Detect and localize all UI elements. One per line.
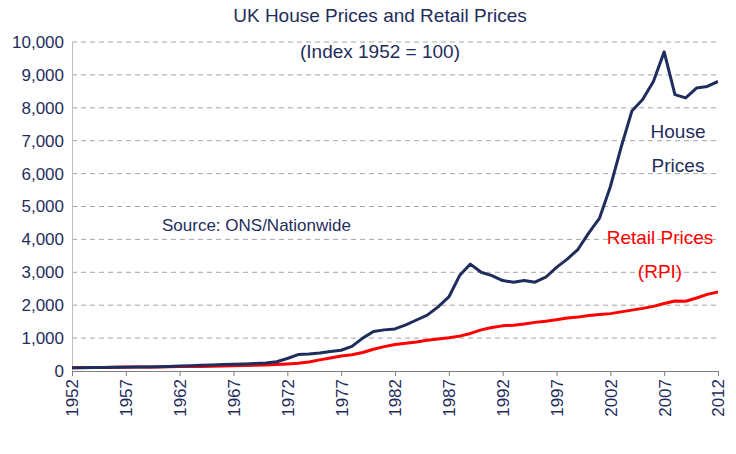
y-tick: 3,000	[21, 263, 72, 282]
texts: UK House Prices and Retail Prices (Index …	[162, 5, 713, 282]
x-tick-mark	[180, 371, 181, 376]
x-tick-label: 1957	[117, 379, 136, 417]
y-tick: 8,000	[21, 99, 72, 118]
x-tick-label: 1952	[63, 379, 82, 417]
grid-line	[72, 173, 718, 174]
x-axis: 1952 1957 1962 1967 1972 1977 1982 1987 1992 1997…	[63, 371, 728, 417]
x-tick-label: 1972	[279, 379, 298, 417]
x-tick: 1977	[333, 371, 352, 417]
series-label-line: Prices	[652, 155, 705, 176]
series-label-line: Retail Prices	[607, 227, 714, 248]
x-tick-mark	[664, 371, 665, 376]
grid-line	[72, 74, 718, 75]
y-tick: 5,000	[21, 197, 72, 216]
grid-line	[72, 338, 718, 339]
title: UK House Prices and Retail Prices	[233, 5, 527, 26]
y-tick-label: 2,000	[21, 296, 64, 315]
x-tick-label: 2012	[709, 379, 728, 417]
y-axis: 0 1,000 2,000 3,000 4,000 5,000 6,000 7,000 8,00…	[12, 33, 73, 381]
series-label: Retail Prices (RPI)	[607, 227, 714, 282]
x-tick: 1952	[63, 371, 82, 417]
x-tick-label: 1982	[386, 379, 405, 417]
y-tick: 2,000	[21, 296, 72, 315]
y-tick-label: 0	[55, 362, 64, 381]
x-tick: 1987	[440, 371, 459, 417]
y-tick: 0	[55, 362, 72, 381]
series-label: House Prices	[651, 121, 706, 176]
x-tick-label: 2007	[656, 379, 675, 417]
y-tick-label: 3,000	[21, 263, 64, 282]
y-tick: 10,000	[12, 33, 72, 52]
x-tick-mark	[610, 371, 611, 376]
y-tick: 4,000	[21, 230, 72, 249]
x-tick-mark	[126, 371, 127, 376]
x-tick: 1962	[171, 371, 190, 417]
y-tick-label: 9,000	[21, 66, 64, 85]
y-tick: 1,000	[21, 329, 72, 348]
x-tick-label: 1962	[171, 379, 190, 417]
annotation: Source: ONS/Nationwide	[162, 216, 351, 235]
y-tick-label: 10,000	[12, 33, 64, 52]
x-tick-mark	[287, 371, 288, 376]
y-tick: 9,000	[21, 66, 72, 85]
x-tick-label: 1987	[440, 379, 459, 417]
chart: 0 1,000 2,000 3,000 4,000 5,000 6,000 7,000 8,00…	[0, 0, 736, 454]
x-tick-label: 2002	[602, 379, 621, 417]
series-label-line: House	[651, 121, 706, 142]
y-tick-label: 7,000	[21, 132, 64, 151]
grid-line	[72, 272, 718, 273]
x-tick: 2012	[709, 371, 728, 417]
x-tick-mark	[72, 371, 73, 376]
y-tick-label: 5,000	[21, 197, 64, 216]
x-tick-mark	[718, 371, 719, 376]
y-tick: 6,000	[21, 165, 72, 184]
y-tick: 7,000	[21, 132, 72, 151]
x-tick-mark	[234, 371, 235, 376]
x-tick-mark	[449, 371, 450, 376]
grid-line	[72, 140, 718, 141]
x-tick-mark	[503, 371, 504, 376]
series-label-line: (RPI)	[638, 261, 682, 282]
y-tick-label: 4,000	[21, 230, 64, 249]
x-tick: 1992	[494, 371, 513, 417]
grid-line	[72, 107, 718, 108]
y-axis-line	[72, 43, 73, 372]
lines	[72, 52, 718, 368]
subtitle: (Index 1952 = 100)	[300, 41, 460, 62]
x-tick: 2002	[602, 371, 621, 417]
x-tick: 1972	[279, 371, 298, 417]
y-tick-label: 1,000	[21, 329, 64, 348]
y-tick-label: 6,000	[21, 165, 64, 184]
x-tick: 2007	[656, 371, 675, 417]
x-tick: 1967	[225, 371, 244, 417]
x-tick-label: 1992	[494, 379, 513, 417]
x-tick-label: 1967	[225, 379, 244, 417]
x-tick: 1982	[386, 371, 405, 417]
grid-line	[72, 206, 718, 207]
grid-line	[72, 305, 718, 306]
y-tick-label: 8,000	[21, 99, 64, 118]
plot: 0 1,000 2,000 3,000 4,000 5,000 6,000 7,000 8,00…	[12, 33, 728, 417]
x-tick-mark	[395, 371, 396, 376]
x-tick-mark	[557, 371, 558, 376]
series-line	[72, 52, 718, 368]
x-tick: 1997	[548, 371, 567, 417]
x-tick-label: 1997	[548, 379, 567, 417]
x-tick: 1957	[117, 371, 136, 417]
x-tick-mark	[341, 371, 342, 376]
grid	[72, 42, 718, 338]
x-tick-label: 1977	[333, 379, 352, 417]
